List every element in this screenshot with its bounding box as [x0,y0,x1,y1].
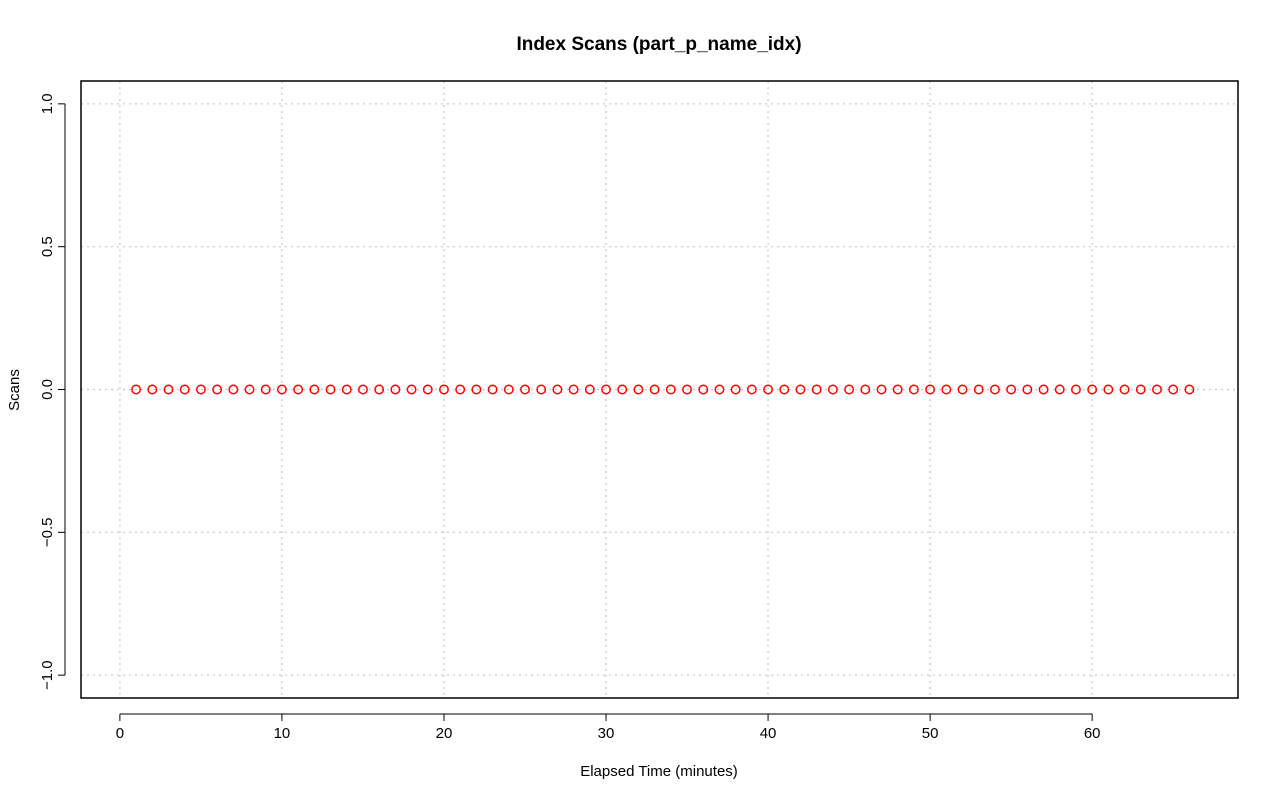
data-point [1119,384,1130,395]
data-point [957,384,968,395]
x-tick-label: 40 [760,725,777,742]
data-point [811,384,822,395]
data-point [244,384,255,395]
data-point [228,384,239,395]
y-tick-label: 0.5 [39,236,56,257]
x-axis: 0 10 20 30 40 50 60 [116,713,1101,742]
data-point [1135,384,1146,395]
data-point [536,384,547,395]
x-tick-label: 20 [436,725,453,742]
data-point [941,384,952,395]
data-point [1054,384,1065,395]
data-point [276,384,287,395]
data-point [341,384,352,395]
data-point [860,384,871,395]
x-tick-label: 50 [922,725,939,742]
data-point [665,384,676,395]
data-point [827,384,838,395]
data-point [649,384,660,395]
chart-title: Index Scans (part_p_name_idx) [516,34,801,55]
data-point [1006,384,1017,395]
data-point [1087,384,1098,395]
data-point [908,384,919,395]
grid-layer [81,81,1238,698]
data-point [682,384,692,395]
y-tick-label: 1.0 [39,93,56,114]
data-point [989,384,1000,395]
data-point [455,384,466,395]
data-point [763,384,774,395]
data-point [325,384,336,395]
data-point [584,384,595,395]
data-point [876,384,887,395]
data-point [293,384,304,395]
data-point [730,384,741,395]
x-tick-label: 60 [1084,725,1101,742]
points-layer [131,384,1195,395]
data-point [1152,384,1162,395]
data-point [633,384,644,395]
data-point [746,384,757,395]
data-point [374,384,385,395]
data-point [601,384,611,395]
data-point [568,384,579,395]
data-point [617,384,628,395]
data-point [779,384,790,395]
data-point [698,384,709,395]
data-point [552,384,563,395]
data-point [422,384,433,395]
data-point [795,384,806,395]
data-point [925,384,936,395]
data-point [1184,384,1195,395]
data-point [260,384,271,395]
data-point [973,384,984,395]
data-point [714,384,725,395]
data-point [503,384,514,395]
x-axis-label: Elapsed Time (minutes) [580,763,738,780]
y-axis: −1.0 −0.5 0.0 0.5 1.0 [39,93,66,690]
data-point [520,384,530,395]
data-point [147,384,158,395]
data-point [309,384,320,395]
data-point [406,384,417,395]
data-point [358,384,368,395]
x-tick-label: 10 [274,725,291,742]
data-point [844,384,855,395]
data-point [1038,384,1049,395]
data-point [212,384,223,395]
data-point [487,384,498,395]
data-point [439,384,449,395]
data-point [1022,384,1033,395]
data-point [179,384,190,395]
data-point [390,384,401,395]
y-tick-label: −0.5 [39,518,56,548]
data-point [471,384,482,395]
data-point [1071,384,1081,395]
y-tick-label: 0.0 [39,379,56,400]
data-point [1168,384,1179,395]
data-point [163,384,174,395]
data-point [892,384,903,395]
data-point [131,384,142,395]
plot-frame [80,80,1239,699]
data-point [1103,384,1114,395]
y-axis-label: Scans [6,369,23,411]
x-tick-label: 30 [598,725,615,742]
y-tick-label: −1.0 [39,660,56,690]
data-point [195,384,206,395]
x-tick-label: 0 [116,725,124,742]
